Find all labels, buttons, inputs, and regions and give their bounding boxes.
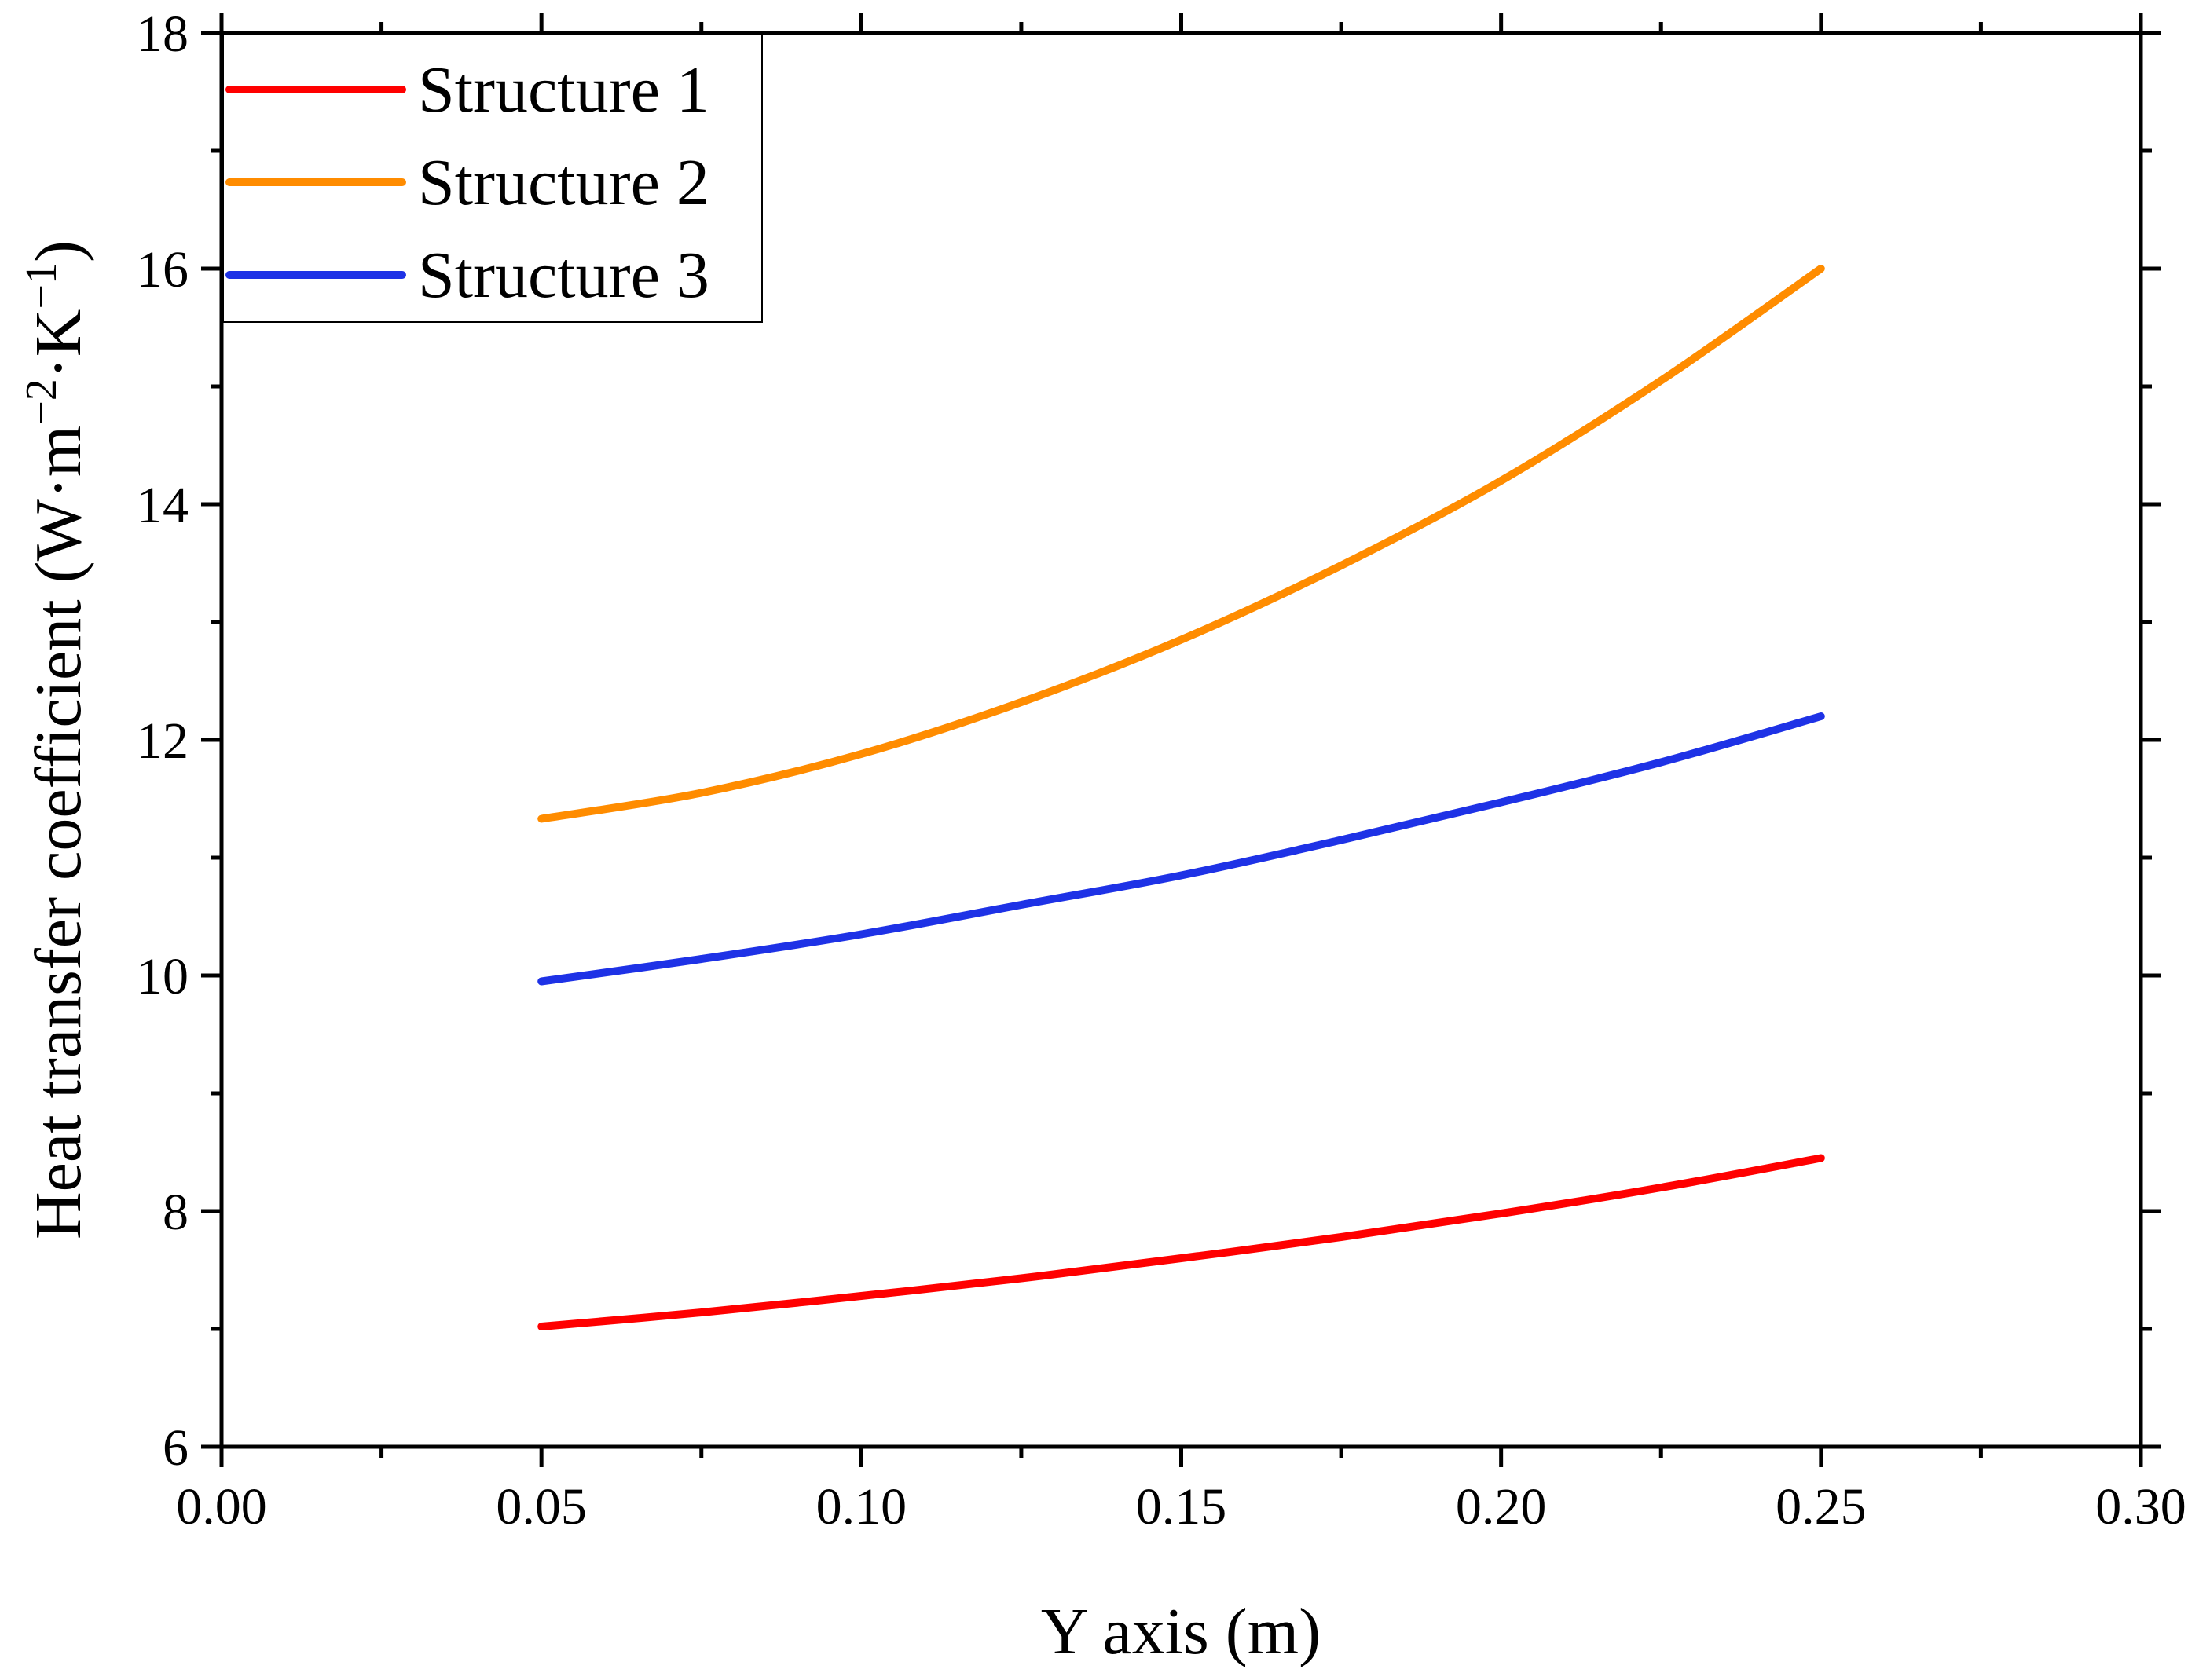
y-tick-label: 16	[137, 241, 189, 298]
x-tick-label: 0.15	[1136, 1478, 1227, 1535]
x-tick-label: 0.00	[176, 1478, 267, 1535]
y-axis-title-sup2: −1	[17, 262, 66, 309]
x-tick-label: 0.05	[496, 1478, 587, 1535]
series-line-structure-2	[537, 265, 1825, 823]
x-tick-label: 0.10	[816, 1478, 907, 1535]
series-line-structure-3	[537, 712, 1825, 986]
series-layer	[537, 265, 1825, 1330]
x-tick-label: 0.25	[1776, 1478, 1867, 1535]
y-tick-label: 8	[163, 1184, 189, 1241]
series-line-structure-1	[537, 1154, 1825, 1330]
y-tick-label: 18	[137, 5, 189, 63]
legend-label-structure-3: Structure 3	[418, 239, 709, 312]
y-tick-label: 14	[137, 477, 189, 534]
legend: Structure 1 Structure 2 Structure 3	[222, 34, 763, 323]
y-axis-title-sup1: −2	[17, 379, 66, 426]
legend-label-structure-2: Structure 2	[418, 146, 709, 219]
y-axis-title: Heat transfer coefficient (W·m−2·K−1)	[17, 240, 95, 1239]
x-axis-title: Y axis (m)	[1041, 1595, 1321, 1668]
x-tick-label: 0.20	[1456, 1478, 1547, 1535]
y-tick-label: 10	[137, 948, 189, 1005]
legend-label-structure-1: Structure 1	[418, 53, 709, 126]
y-tick-label: 6	[163, 1419, 189, 1477]
axis-ticks: 0.00 0.05 0.10 0.15 0.20 0.25 0.30 6 8 10 12 14 16 18	[137, 5, 2186, 1535]
y-tick-label: 12	[137, 712, 189, 770]
y-axis-title-end: )	[22, 240, 95, 262]
x-tick-label: 0.30	[2095, 1478, 2186, 1535]
y-axis-title-main: Heat transfer coefficient (W·m	[22, 426, 95, 1239]
y-axis-title-mid: ·K	[22, 309, 95, 379]
